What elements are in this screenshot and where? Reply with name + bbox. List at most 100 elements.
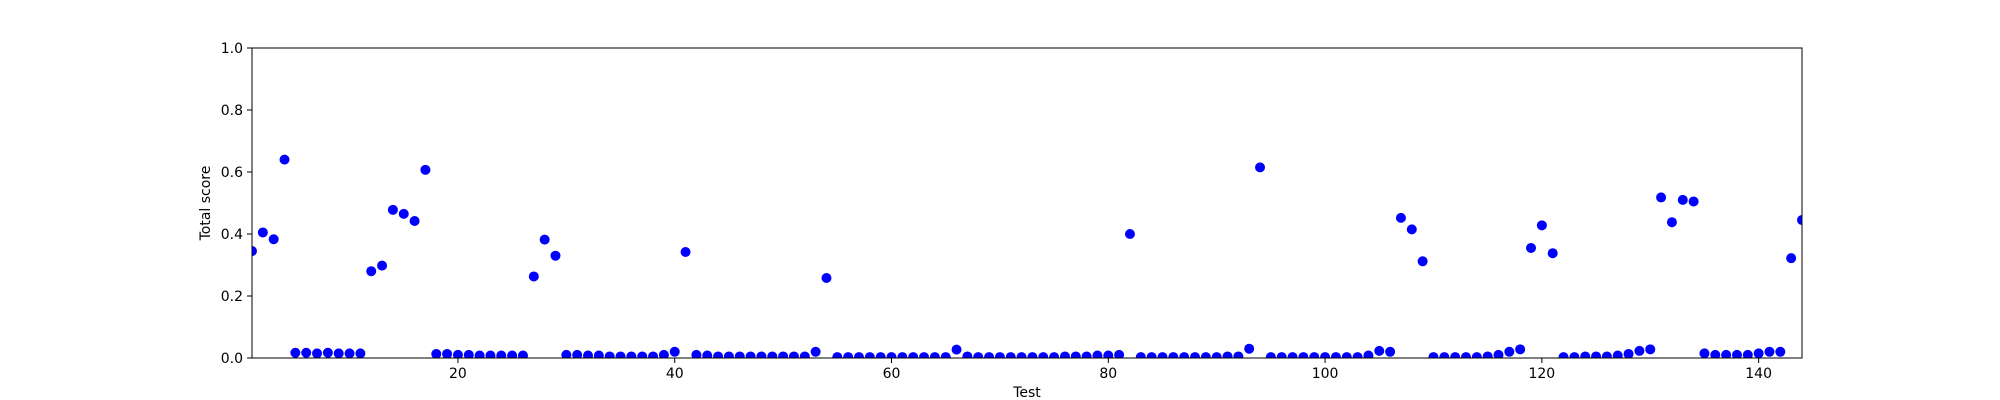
plot-area-frame <box>251 47 1803 359</box>
data-point <box>1135 352 1146 358</box>
data-point <box>1417 256 1428 267</box>
data-point <box>821 273 832 284</box>
data-point <box>1320 352 1331 358</box>
y-axis-label: Total score <box>198 166 214 242</box>
data-point <box>1699 348 1710 358</box>
data-point <box>1363 350 1374 358</box>
data-point <box>485 350 496 358</box>
data-point <box>994 352 1005 358</box>
x-axis-label: Test <box>1012 385 1041 400</box>
data-point <box>1797 215 1802 226</box>
data-point <box>1330 352 1341 358</box>
data-point <box>1092 350 1103 358</box>
data-point <box>1406 224 1417 235</box>
data-point <box>561 349 572 358</box>
data-point <box>290 347 301 358</box>
data-point <box>810 346 821 357</box>
y-tick-label: 0.8 <box>221 103 243 119</box>
data-point <box>366 266 377 277</box>
data-point <box>517 350 528 358</box>
data-point <box>1601 351 1612 358</box>
data-point <box>1081 351 1092 358</box>
data-point <box>767 351 778 358</box>
data-point <box>1070 351 1081 358</box>
x-tick-label: 80 <box>1099 366 1117 382</box>
data-point <box>257 227 268 238</box>
data-point <box>496 350 507 358</box>
y-tick-label: 0.4 <box>221 227 243 243</box>
x-tick-label: 140 <box>1745 366 1772 382</box>
data-point <box>1287 352 1298 358</box>
data-point <box>1124 229 1135 239</box>
data-point <box>648 351 659 358</box>
data-point <box>1504 346 1515 357</box>
data-point <box>778 351 789 358</box>
data-point <box>1612 350 1623 358</box>
y-tick-label: 0.2 <box>221 289 243 305</box>
data-point <box>853 352 864 358</box>
data-point <box>1179 352 1190 358</box>
data-point <box>1255 162 1266 173</box>
data-point <box>572 349 583 358</box>
data-point <box>940 352 951 358</box>
data-point <box>1515 344 1526 355</box>
data-point <box>875 352 886 358</box>
data-point <box>1016 352 1027 358</box>
data-point <box>886 352 897 358</box>
data-point <box>593 350 604 358</box>
data-point <box>1276 352 1287 358</box>
data-point <box>973 352 984 358</box>
data-point <box>1059 351 1070 358</box>
data-point <box>626 351 637 358</box>
data-point <box>1547 248 1558 259</box>
data-point <box>1211 352 1222 358</box>
data-point <box>312 348 323 358</box>
data-point <box>539 234 550 245</box>
data-point <box>951 344 962 355</box>
x-tick-label: 60 <box>883 366 901 382</box>
x-tick-label: 120 <box>1528 366 1555 382</box>
data-point <box>1168 352 1179 358</box>
data-point <box>1569 352 1580 358</box>
data-point <box>550 250 561 261</box>
data-point <box>1428 352 1439 358</box>
data-point <box>1536 220 1547 231</box>
data-point <box>1460 352 1471 358</box>
data-point <box>474 350 485 358</box>
data-point <box>420 164 431 175</box>
data-point <box>919 352 930 358</box>
data-point <box>583 350 594 358</box>
data-point <box>528 271 539 282</box>
data-point <box>637 351 648 358</box>
data-point <box>452 349 463 358</box>
data-point <box>1222 351 1233 358</box>
y-axis-ticks: 0.0 0.2 0.4 0.6 0.8 1.0 <box>221 41 252 367</box>
data-point <box>799 351 810 358</box>
data-point <box>1731 349 1742 358</box>
data-point <box>1493 349 1504 358</box>
data-points <box>252 154 1802 358</box>
data-point <box>1666 217 1677 228</box>
data-point <box>1688 196 1699 207</box>
data-point <box>1309 352 1320 358</box>
data-point <box>832 352 843 358</box>
data-point <box>1450 352 1461 358</box>
x-tick-label: 100 <box>1312 366 1339 382</box>
data-point <box>1753 348 1764 358</box>
data-point <box>1775 346 1786 357</box>
data-point <box>1471 352 1482 358</box>
data-point <box>1049 352 1060 358</box>
data-point <box>669 346 680 357</box>
data-point <box>301 347 312 358</box>
data-point <box>1721 349 1732 358</box>
data-point <box>1027 352 1038 358</box>
data-point <box>1190 352 1201 358</box>
data-point <box>507 350 518 358</box>
data-point <box>962 351 973 358</box>
data-point <box>1526 242 1537 253</box>
data-point <box>1710 349 1721 358</box>
data-point <box>929 352 940 358</box>
data-point <box>1482 351 1493 358</box>
